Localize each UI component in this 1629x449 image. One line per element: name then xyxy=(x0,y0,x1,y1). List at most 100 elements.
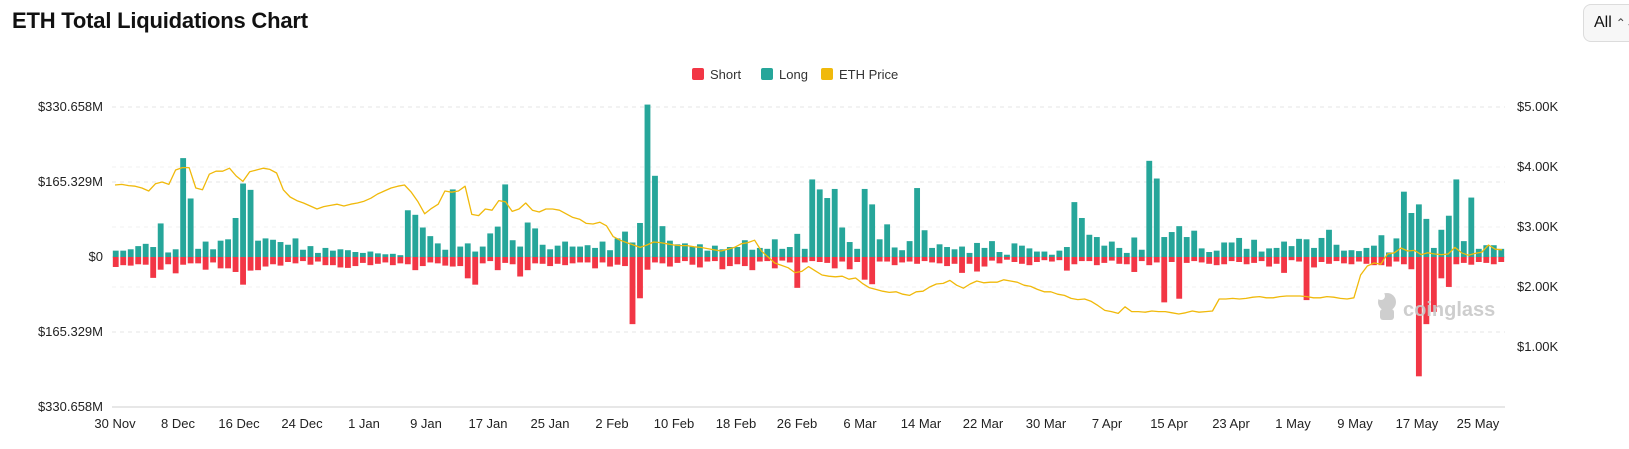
long-bar xyxy=(1026,248,1033,257)
short-bar xyxy=(1093,257,1100,266)
short-bar xyxy=(1063,257,1070,271)
long-bar xyxy=(1161,237,1168,257)
short-bar xyxy=(974,257,980,272)
long-bar xyxy=(1415,204,1422,257)
long-bar xyxy=(1221,242,1228,257)
short-bar xyxy=(599,257,606,263)
short-bar xyxy=(876,257,883,262)
long-bar xyxy=(1213,250,1220,257)
short-bar xyxy=(1138,257,1145,262)
short-bar xyxy=(1453,257,1460,265)
long-bar xyxy=(629,242,636,257)
long-bar xyxy=(367,251,374,257)
short-bar xyxy=(232,257,239,272)
long-bar xyxy=(300,249,306,257)
short-bar xyxy=(419,257,426,267)
short-bar xyxy=(307,257,314,265)
long-bar xyxy=(1423,218,1430,257)
short-bar xyxy=(936,257,943,264)
long-bar xyxy=(1153,178,1160,257)
short-bar xyxy=(225,257,231,269)
long-bar xyxy=(539,244,546,257)
long-bar xyxy=(1034,251,1040,257)
short-bar xyxy=(809,257,816,262)
short-bar xyxy=(839,257,846,262)
long-bar xyxy=(1019,245,1025,257)
short-bar xyxy=(150,257,157,278)
short-bar xyxy=(749,257,756,271)
short-bar xyxy=(674,257,681,263)
long-bar xyxy=(1408,213,1415,257)
short-bar xyxy=(547,257,554,267)
short-bar xyxy=(719,257,726,270)
short-bar xyxy=(689,257,696,265)
short-bar xyxy=(1026,257,1033,266)
short-bar xyxy=(562,257,569,266)
short-bar xyxy=(517,257,524,277)
short-bar xyxy=(195,257,202,264)
y-left-tick-label: $330.658M xyxy=(38,99,103,114)
eth-price-line xyxy=(114,166,1503,315)
long-bar xyxy=(337,249,344,257)
short-bar xyxy=(786,257,793,263)
long-bar xyxy=(517,246,524,257)
long-bar xyxy=(1243,248,1250,257)
long-bar xyxy=(1131,237,1138,257)
long-bar xyxy=(1460,241,1467,257)
y-left-tick-label: $165.329M xyxy=(38,174,103,189)
page-title: ETH Total Liquidations Chart xyxy=(12,8,308,33)
long-bar xyxy=(442,249,449,257)
long-bar xyxy=(1198,248,1205,257)
long-bar xyxy=(891,247,898,257)
short-bar xyxy=(277,257,284,266)
long-bar xyxy=(1011,243,1018,257)
short-bar xyxy=(404,257,411,265)
long-bar xyxy=(689,246,696,257)
short-bar xyxy=(524,257,531,271)
short-bar xyxy=(1236,257,1243,262)
time-range-select[interactable]: All⌃⌄ xyxy=(1583,4,1629,42)
long-bar xyxy=(869,204,876,257)
y-right-tick-label: $3.00K xyxy=(1517,219,1559,234)
legend-label: ETH Price xyxy=(839,67,898,82)
short-bar xyxy=(869,257,876,285)
long-bar xyxy=(816,189,823,257)
chart-legend: Short Long ETH Price xyxy=(692,67,898,82)
long-bar xyxy=(1123,252,1130,257)
short-bar xyxy=(1281,257,1287,273)
short-bar xyxy=(989,257,995,261)
long-bar xyxy=(1251,239,1258,257)
long-bar xyxy=(1438,229,1445,257)
short-bar xyxy=(442,257,449,266)
long-bar xyxy=(861,188,868,257)
short-bar xyxy=(1483,257,1490,263)
long-bar xyxy=(682,243,688,257)
short-bar xyxy=(1056,257,1063,261)
x-tick-label: 17 Jan xyxy=(468,416,507,431)
x-tick-label: 22 Mar xyxy=(963,416,1004,431)
short-bar xyxy=(584,257,591,263)
x-tick-label: 24 Dec xyxy=(281,416,323,431)
long-bar xyxy=(577,246,583,257)
x-tick-label: 6 Mar xyxy=(843,416,877,431)
short-bar xyxy=(300,257,306,262)
short-bar xyxy=(112,257,119,267)
short-bar xyxy=(1251,257,1258,263)
long-bar xyxy=(180,158,187,257)
short-bar xyxy=(1490,257,1497,265)
short-bar xyxy=(352,257,359,267)
short-bar xyxy=(1131,257,1138,272)
long-bar xyxy=(1490,245,1497,257)
long-bar xyxy=(434,243,441,257)
short-bar xyxy=(270,257,276,265)
long-bar xyxy=(1206,252,1213,257)
long-bar xyxy=(1430,247,1437,257)
long-bar xyxy=(959,246,965,257)
short-bar xyxy=(1004,257,1010,260)
short-bar xyxy=(1123,257,1130,265)
long-bar xyxy=(547,249,554,257)
short-bar xyxy=(337,257,344,268)
x-tick-label: 17 May xyxy=(1396,416,1439,431)
long-bar xyxy=(1176,226,1183,257)
long-bar xyxy=(427,236,434,257)
